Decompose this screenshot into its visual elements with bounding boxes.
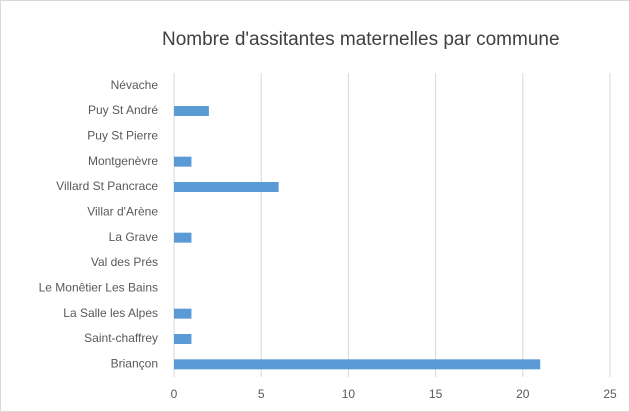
chart-title: Nombre d'assitantes maternelles par comm…: [162, 29, 560, 50]
y-tick-label: Briançon: [111, 357, 158, 371]
bar: [174, 156, 192, 167]
bar: [174, 106, 209, 116]
x-tick-label: 15: [429, 387, 443, 401]
bar: [174, 232, 192, 243]
y-tick-label: Saint-chaffrey: [84, 331, 158, 345]
y-tick-label: Névache: [111, 78, 159, 92]
y-tick-label: Puy St Pierre: [87, 129, 158, 143]
bar: [174, 334, 192, 344]
x-tick-label: 10: [342, 387, 356, 401]
bar: [174, 182, 279, 192]
y-tick-label: Puy St André: [88, 103, 158, 117]
y-tick-label: Val des Prés: [91, 255, 158, 269]
x-tick-label: 20: [516, 387, 530, 401]
y-tick-label: Montgenèvre: [88, 154, 158, 168]
x-tick-label: 25: [603, 387, 617, 401]
y-tick-label: Le Monêtier Les Bains: [39, 281, 158, 295]
y-tick-label: La Grave: [109, 230, 159, 244]
bar: [174, 359, 541, 370]
x-tick-label: 0: [171, 387, 178, 401]
y-tick-label: Villar d'Arène: [87, 205, 158, 219]
y-tick-label: La Salle les Alpes: [63, 306, 158, 320]
bar: [174, 308, 192, 319]
y-tick-label: Villard St Pancrace: [56, 179, 158, 193]
x-tick-label: 5: [258, 387, 265, 401]
